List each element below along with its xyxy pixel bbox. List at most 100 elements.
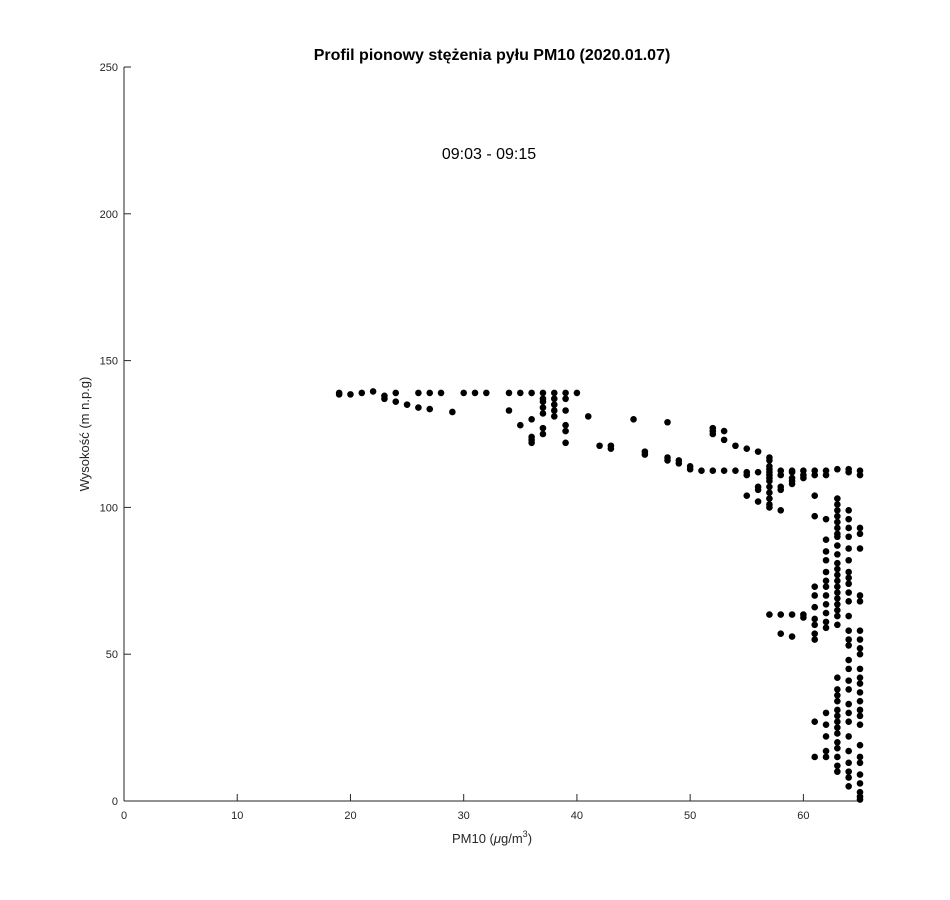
data-point <box>834 612 841 620</box>
data-point <box>856 665 864 673</box>
data-point <box>822 753 830 761</box>
data-point <box>664 418 671 426</box>
data-point <box>550 389 558 397</box>
data-point <box>845 768 852 775</box>
data-point <box>834 595 841 602</box>
data-point <box>811 471 819 479</box>
data-point <box>415 404 422 411</box>
data-point <box>834 524 841 532</box>
data-point <box>834 753 841 761</box>
data-point <box>754 498 762 505</box>
data-point <box>834 621 841 629</box>
data-point <box>686 465 694 473</box>
data-point <box>856 471 864 479</box>
data-point <box>811 630 819 637</box>
data-point <box>754 448 762 455</box>
data-point <box>709 467 717 475</box>
data-point <box>811 512 819 520</box>
data-point <box>856 524 864 532</box>
data-point <box>834 518 841 526</box>
data-point <box>856 741 864 749</box>
data-point <box>834 744 841 752</box>
data-point <box>392 389 400 397</box>
data-point <box>822 471 830 479</box>
data-points <box>335 388 864 803</box>
data-point <box>845 612 852 620</box>
data-point <box>528 416 535 423</box>
data-point <box>856 697 864 705</box>
data-point <box>550 401 558 408</box>
data-point <box>845 686 852 693</box>
data-point <box>845 598 852 605</box>
data-point <box>845 636 852 643</box>
data-point <box>822 515 830 523</box>
data-point <box>845 545 852 552</box>
data-point <box>856 712 864 720</box>
data-point <box>856 674 864 681</box>
data-point <box>777 611 785 618</box>
data-point <box>664 457 671 464</box>
data-point <box>449 408 456 416</box>
data-point <box>845 556 852 564</box>
data-point <box>845 642 852 649</box>
data-point <box>845 589 852 596</box>
y-tick-label: 100 <box>100 502 118 514</box>
data-point <box>856 706 864 714</box>
y-tick-label: 0 <box>112 796 118 808</box>
data-point <box>834 600 841 608</box>
data-point <box>788 633 796 640</box>
data-point <box>822 721 830 728</box>
data-point <box>483 389 490 397</box>
data-point <box>766 611 773 618</box>
data-point <box>517 389 524 397</box>
data-point <box>856 650 864 658</box>
data-point <box>811 603 819 611</box>
data-point <box>335 391 343 398</box>
data-point <box>834 712 841 720</box>
data-point <box>845 783 852 790</box>
data-point <box>822 556 830 564</box>
data-point <box>834 762 841 770</box>
data-point <box>698 467 705 475</box>
data-point <box>550 413 558 420</box>
axes <box>123 67 860 802</box>
data-point <box>381 395 388 403</box>
data-point <box>834 697 841 705</box>
data-point <box>834 589 841 596</box>
data-point <box>834 706 841 714</box>
x-tick-label: 40 <box>571 810 583 822</box>
data-point <box>834 495 841 502</box>
data-point <box>856 545 864 552</box>
data-point <box>834 542 841 549</box>
data-point <box>562 395 569 403</box>
data-point <box>834 738 841 746</box>
data-point <box>834 686 841 693</box>
x-tick-label: 30 <box>458 810 470 822</box>
data-point <box>539 404 547 411</box>
data-point <box>766 457 773 464</box>
data-point <box>845 507 852 514</box>
y-tick-label: 150 <box>100 356 118 368</box>
data-point <box>800 474 807 482</box>
data-point <box>845 533 852 541</box>
data-point <box>766 495 773 502</box>
data-point <box>596 442 603 450</box>
data-point <box>811 636 819 643</box>
data-point <box>834 577 841 585</box>
data-point <box>822 624 830 632</box>
data-point <box>528 439 535 447</box>
data-point <box>392 398 400 406</box>
data-point <box>856 721 864 728</box>
data-point <box>743 445 751 452</box>
data-point <box>720 467 728 475</box>
data-point <box>834 606 841 614</box>
data-point <box>562 439 569 447</box>
data-point <box>777 630 785 637</box>
data-point <box>675 460 683 467</box>
data-point <box>539 410 547 417</box>
data-point <box>845 747 852 755</box>
data-point <box>856 592 864 599</box>
data-point <box>856 530 864 538</box>
data-point <box>437 389 445 397</box>
data-point <box>822 548 830 555</box>
